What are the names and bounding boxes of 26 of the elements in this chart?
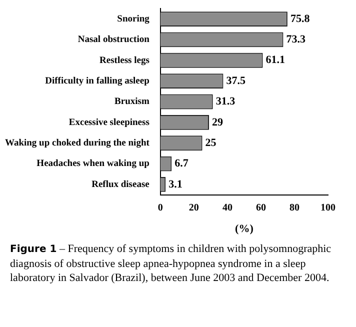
x-tick-label: 40 [222,202,232,214]
y-tick-label: Difficulty in falling asleep [45,76,150,87]
x-axis-title: (%) [235,223,254,236]
y-tick-label: Nasal obstruction [78,35,150,46]
caption: Figure 1 – Frequency of symptoms in children with polysomnographic diagnosis of obstructive sleep apnea-hypopnea syndrome in a sleep laboratory in Salvador (Brazil), between June 2003 and December 2004. [10,242,332,285]
y-tick-label: Bruxism [114,97,150,108]
data-label: 29 [212,116,224,128]
x-tick-label: 20 [188,202,199,214]
data-label: 73.3 [286,34,306,46]
data-label: 61.1 [266,54,286,66]
data-label: 37.5 [226,74,246,87]
y-tick-label: Headaches when waking up [36,159,150,170]
data-label: 6.7 [174,158,189,170]
y-tick-label: Excessive sleepiness [68,118,150,128]
y-tick-label: Reflux disease [92,180,150,190]
y-tick-label: Snoring [117,14,150,24]
x-tick-label: 80 [289,202,300,214]
data-label: 3.1 [168,178,182,190]
x-tick-label: 60 [256,202,266,214]
x-tick-label: 0 [158,202,163,214]
data-label: 25 [205,136,217,149]
y-tick-label: Waking up choked during the night [4,138,150,149]
x-tick-label: 100 [320,202,336,214]
data-label: 75.8 [290,12,310,25]
data-label: 31.3 [216,96,236,108]
y-tick-label: Restless legs [100,56,150,66]
